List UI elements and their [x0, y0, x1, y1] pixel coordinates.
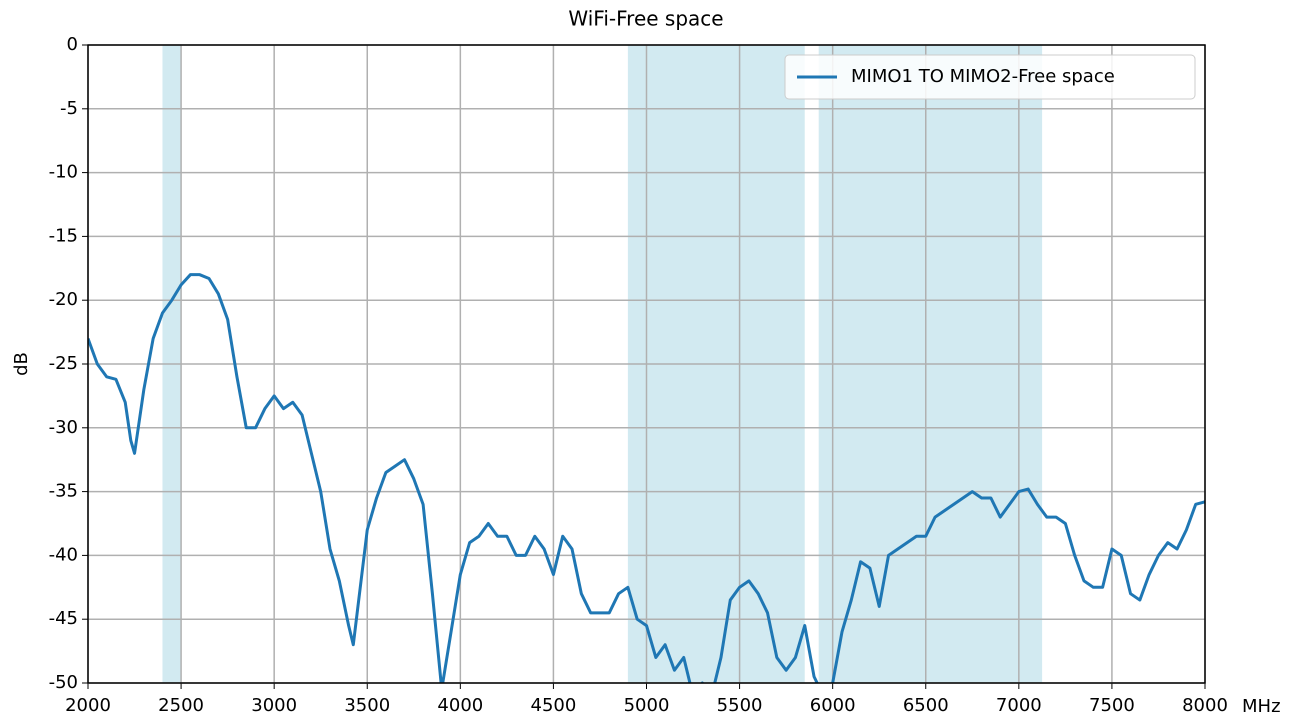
x-tick-label: 8000	[1182, 695, 1228, 716]
x-tick-label: 4500	[531, 695, 577, 716]
legend-label: MIMO1 TO MIMO2-Free space	[851, 66, 1115, 87]
y-tick-label: -30	[49, 417, 78, 438]
data-line	[88, 273, 1205, 683]
x-tick-label: 7000	[996, 695, 1042, 716]
x-tick-label: 4000	[437, 695, 483, 716]
legend-box	[784, 54, 1196, 100]
y-tick-label: -50	[49, 672, 78, 693]
plot-area	[88, 273, 1205, 683]
chart-title: WiFi-Free space	[568, 7, 723, 31]
y-tick-label: -10	[49, 162, 78, 183]
y-tick-label: -45	[49, 608, 78, 629]
x-tick-label: 6500	[903, 695, 949, 716]
x-tick-label: 5500	[717, 695, 763, 716]
y-tick-label: -5	[60, 98, 78, 119]
x-tick-label: 3000	[251, 695, 297, 716]
y-tick-label: -40	[49, 544, 78, 565]
x-tick-label: 5000	[624, 695, 670, 716]
x-tick-label: 2000	[65, 695, 111, 716]
y-tick-label: -15	[49, 225, 78, 246]
y-tick-label: 0	[67, 34, 78, 55]
plot-frame	[87, 44, 1206, 684]
x-tick-label: 3500	[344, 695, 390, 716]
x-axis-label: MHz	[1242, 696, 1281, 717]
x-tick-label: 7500	[1089, 695, 1135, 716]
y-tick-label: -25	[49, 353, 78, 374]
y-tick-label: -35	[49, 481, 78, 502]
y-axis-label: dB	[11, 352, 32, 376]
y-tick-label: -20	[49, 289, 78, 310]
x-tick-label: 6000	[810, 695, 856, 716]
x-tick-label: 2500	[158, 695, 204, 716]
